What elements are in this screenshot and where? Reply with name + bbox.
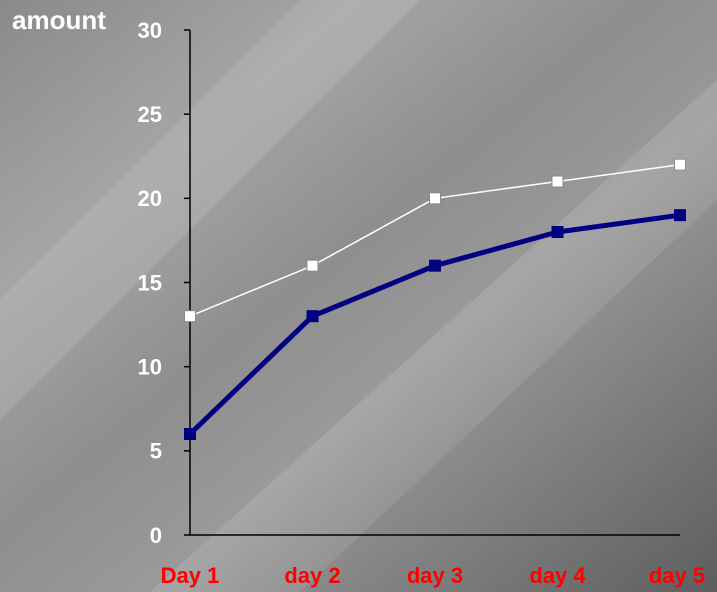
x-tick-label: day 4 (529, 563, 586, 588)
y-tick-label: 25 (138, 102, 162, 127)
data-point (306, 310, 319, 323)
data-point (674, 158, 686, 171)
data-point (184, 428, 196, 440)
y-tick-label: 30 (138, 18, 162, 43)
y-tick-label: 15 (138, 270, 162, 295)
data-point (551, 175, 564, 188)
background-streak (0, 0, 420, 420)
x-tick-label: day 5 (649, 563, 705, 588)
data-point (306, 259, 319, 272)
y-tick-label: 20 (138, 186, 162, 211)
y-tick-label: 5 (150, 439, 162, 464)
data-point (184, 310, 196, 323)
data-point (551, 226, 564, 238)
x-tick-label: Day 1 (161, 563, 220, 588)
data-point (429, 192, 441, 205)
y-tick-label: 0 (150, 523, 162, 548)
y-tick-label: 10 (138, 354, 162, 379)
background-streak (150, 80, 717, 592)
data-point (674, 209, 686, 222)
data-point (429, 259, 441, 272)
y-axis-label: amount (12, 5, 106, 35)
x-tick-label: day 3 (407, 563, 463, 588)
x-tick-label: day 2 (284, 563, 340, 588)
